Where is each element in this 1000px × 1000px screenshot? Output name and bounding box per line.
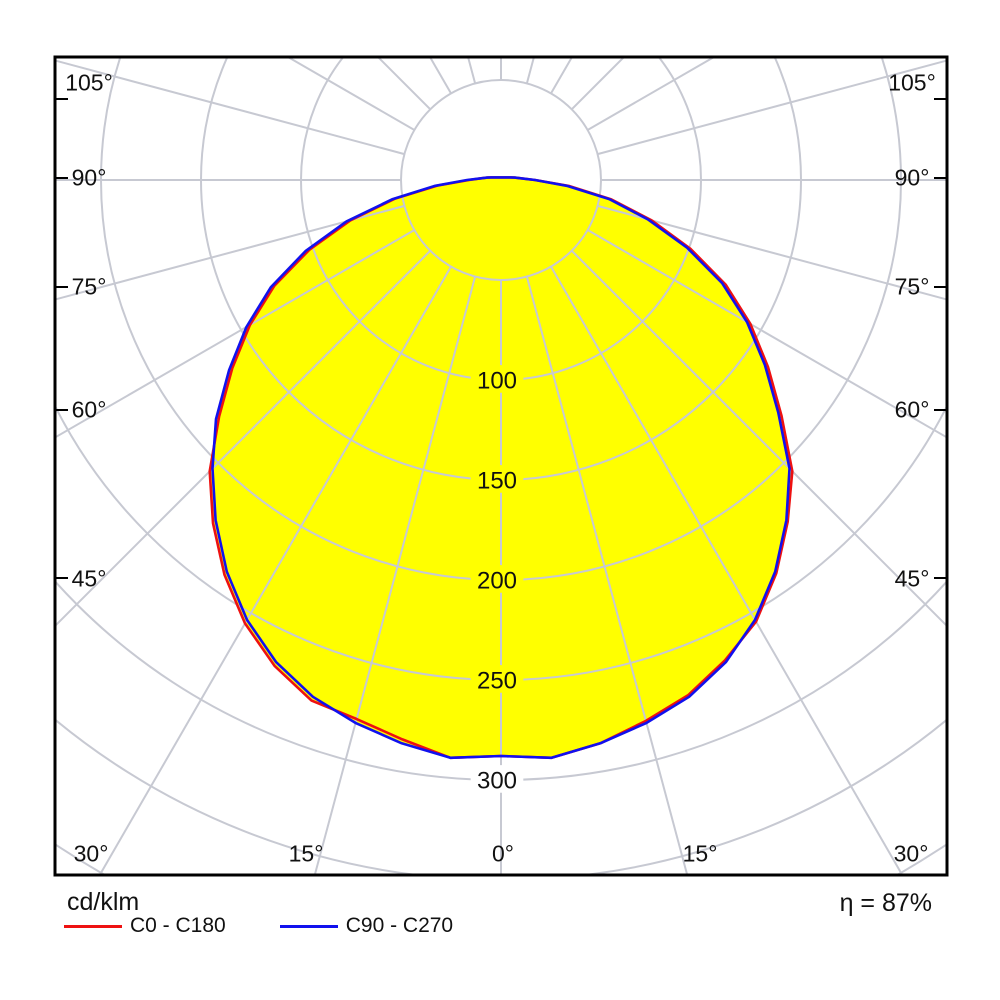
radial-label-100: 100: [477, 368, 517, 395]
grid-ray-60: [587, 229, 946, 438]
grid-ray-330: [99, 266, 452, 874]
angle-label-bottom-1: 15°: [289, 840, 324, 866]
legend-item-c0-c180: C0 - C180: [64, 914, 226, 938]
grid-ray-255: [56, 59, 405, 156]
legend: C0 - C180 C90 - C270: [64, 914, 507, 938]
angle-label-left-45°: 45°: [72, 565, 107, 591]
grid-ray-75: [597, 204, 946, 301]
grid-ray-315: [56, 250, 431, 626]
angle-label-left-60°: 60°: [72, 396, 107, 422]
grid-ray-30: [550, 266, 903, 874]
angle-label-right-60°: 60°: [895, 396, 930, 422]
grid-ray-345: [314, 276, 477, 874]
grid-ray-105: [597, 59, 946, 156]
grid-ray-285: [56, 204, 405, 301]
blue-line-swatch: [279, 924, 338, 928]
radial-label-200: 200: [477, 568, 517, 595]
efficiency-label: η = 87%: [839, 889, 932, 917]
grid-ray-45: [571, 250, 946, 626]
angle-label-bottom-0: 30°: [74, 840, 109, 866]
angle-label-right-105°: 105°: [888, 69, 936, 95]
units-label: cd/klm: [67, 888, 140, 916]
angle-label-left-90°: 90°: [72, 164, 107, 190]
angle-label-bottom-2: 0°: [492, 840, 514, 866]
radial-label-300-bg: [470, 765, 524, 793]
curve-c90-c270: [211, 176, 791, 760]
grid-ray-15: [525, 276, 688, 874]
radial-label-250-bg: [470, 665, 524, 693]
plot-frame: [53, 55, 949, 877]
radial-label-150-bg: [470, 465, 524, 493]
angle-label-bottom-3: 15°: [683, 840, 718, 866]
angle-label-right-45°: 45°: [895, 565, 930, 591]
legend-label-c90-c270: C90 - C270: [345, 914, 454, 937]
angle-label-right-90°: 90°: [895, 164, 930, 190]
radial-label-300: 300: [477, 768, 517, 795]
legend-label-c0-c180: C0 - C180: [130, 914, 226, 937]
radial-label-150: 150: [477, 468, 517, 495]
radial-label-100-bg: [470, 365, 524, 393]
angle-label-left-105°: 105°: [65, 69, 113, 95]
angle-label-left-75°: 75°: [72, 273, 107, 299]
radial-label-200-bg: [470, 565, 524, 593]
grid-ray-300: [56, 229, 415, 438]
legend-item-c90-c270: C90 - C270: [279, 914, 454, 938]
angle-label-right-75°: 75°: [895, 273, 930, 299]
angle-label-bottom-4: 30°: [894, 840, 929, 866]
radial-label-250: 250: [477, 668, 517, 695]
red-line-swatch: [64, 924, 122, 928]
